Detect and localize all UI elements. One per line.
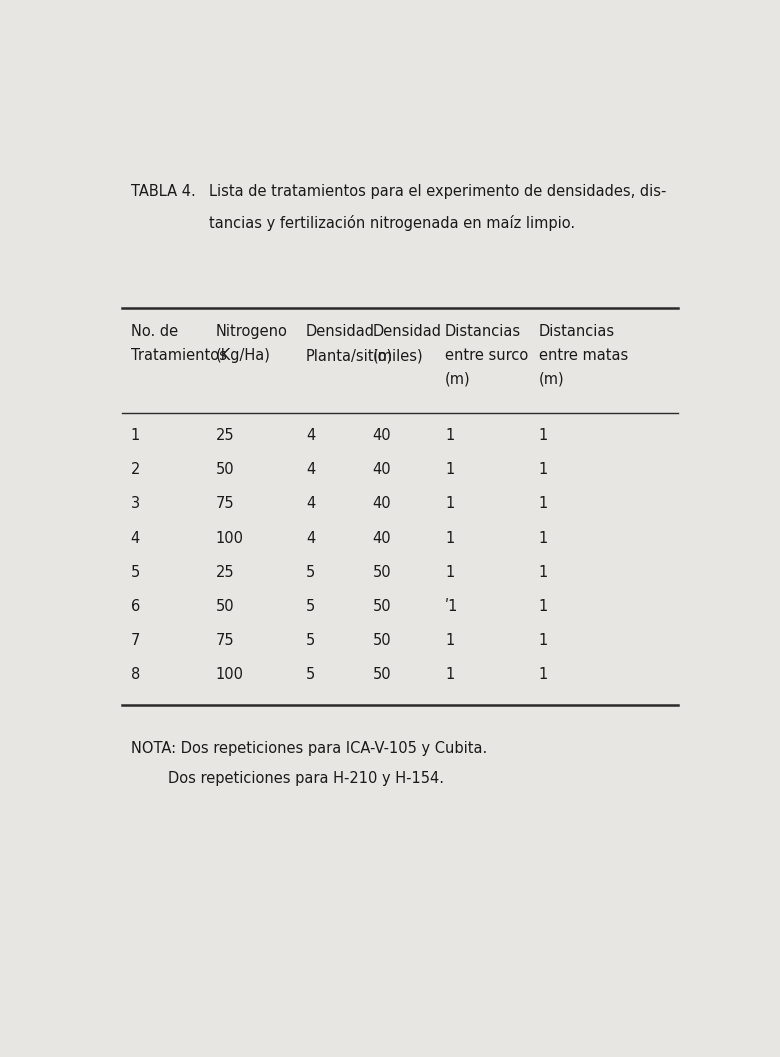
Text: 1: 1 [539, 599, 548, 614]
Text: 7: 7 [131, 633, 140, 648]
Text: 50: 50 [373, 667, 392, 682]
Text: 50: 50 [373, 633, 392, 648]
Text: 4: 4 [306, 497, 315, 512]
Text: 1: 1 [539, 497, 548, 512]
Text: 40: 40 [373, 497, 392, 512]
Text: 50: 50 [215, 599, 234, 614]
Text: 1: 1 [539, 462, 548, 477]
Text: 1: 1 [131, 428, 140, 443]
Text: 1: 1 [539, 633, 548, 648]
Text: Nitrogeno: Nitrogeno [215, 323, 287, 339]
Text: 1: 1 [445, 667, 454, 682]
Text: 50: 50 [373, 599, 392, 614]
Text: Dos repeticiones para H-210 y H-154.: Dos repeticiones para H-210 y H-154. [131, 772, 444, 786]
Text: (m): (m) [539, 371, 565, 386]
Text: 4: 4 [306, 428, 315, 443]
Text: 5: 5 [306, 633, 315, 648]
Text: 6: 6 [131, 599, 140, 614]
Text: Distancias: Distancias [539, 323, 615, 339]
Text: Planta/sitio): Planta/sitio) [306, 348, 393, 364]
Text: 1: 1 [445, 428, 454, 443]
Text: 1: 1 [539, 564, 548, 579]
Text: 25: 25 [215, 564, 234, 579]
Text: 2: 2 [131, 462, 140, 477]
Text: 8: 8 [131, 667, 140, 682]
Text: 40: 40 [373, 428, 392, 443]
Text: 1: 1 [539, 667, 548, 682]
Text: No. de: No. de [131, 323, 178, 339]
Text: 25: 25 [215, 428, 234, 443]
Text: 50: 50 [215, 462, 234, 477]
Text: 1: 1 [445, 462, 454, 477]
Text: Lista de tratamientos para el experimento de densidades, dis-: Lista de tratamientos para el experiment… [209, 184, 667, 199]
Text: 5: 5 [306, 564, 315, 579]
Text: 4: 4 [306, 462, 315, 477]
Text: entre matas: entre matas [539, 348, 628, 364]
Text: TABLA 4.: TABLA 4. [131, 184, 196, 199]
Text: 5: 5 [306, 667, 315, 682]
Text: 1: 1 [445, 633, 454, 648]
Text: entre surco: entre surco [445, 348, 528, 364]
Text: 40: 40 [373, 462, 392, 477]
Text: 40: 40 [373, 531, 392, 545]
Text: 1: 1 [539, 428, 548, 443]
Text: Distancias: Distancias [445, 323, 521, 339]
Text: ʹ1: ʹ1 [445, 599, 459, 614]
Text: 5: 5 [306, 599, 315, 614]
Text: 4: 4 [306, 531, 315, 545]
Text: NOTA: Dos repeticiones para ICA-V-105 y Cubita.: NOTA: Dos repeticiones para ICA-V-105 y … [131, 741, 487, 757]
Text: 100: 100 [215, 667, 243, 682]
Text: 4: 4 [131, 531, 140, 545]
Text: (Kg/Ha): (Kg/Ha) [215, 348, 270, 364]
Text: 1: 1 [445, 564, 454, 579]
Text: Densidad: Densidad [373, 323, 441, 339]
Text: 3: 3 [131, 497, 140, 512]
Text: 100: 100 [215, 531, 243, 545]
Text: 1: 1 [445, 531, 454, 545]
Text: (m): (m) [445, 371, 470, 386]
Text: Tratamientos: Tratamientos [131, 348, 227, 364]
Text: 75: 75 [215, 633, 234, 648]
Text: 50: 50 [373, 564, 392, 579]
Text: 5: 5 [131, 564, 140, 579]
Text: 75: 75 [215, 497, 234, 512]
Text: Densidad: Densidad [306, 323, 375, 339]
Text: (miles): (miles) [373, 348, 424, 364]
Text: 1: 1 [445, 497, 454, 512]
Text: 1: 1 [539, 531, 548, 545]
Text: tancias y fertilización nitrogenada en maíz limpio.: tancias y fertilización nitrogenada en m… [209, 215, 576, 230]
